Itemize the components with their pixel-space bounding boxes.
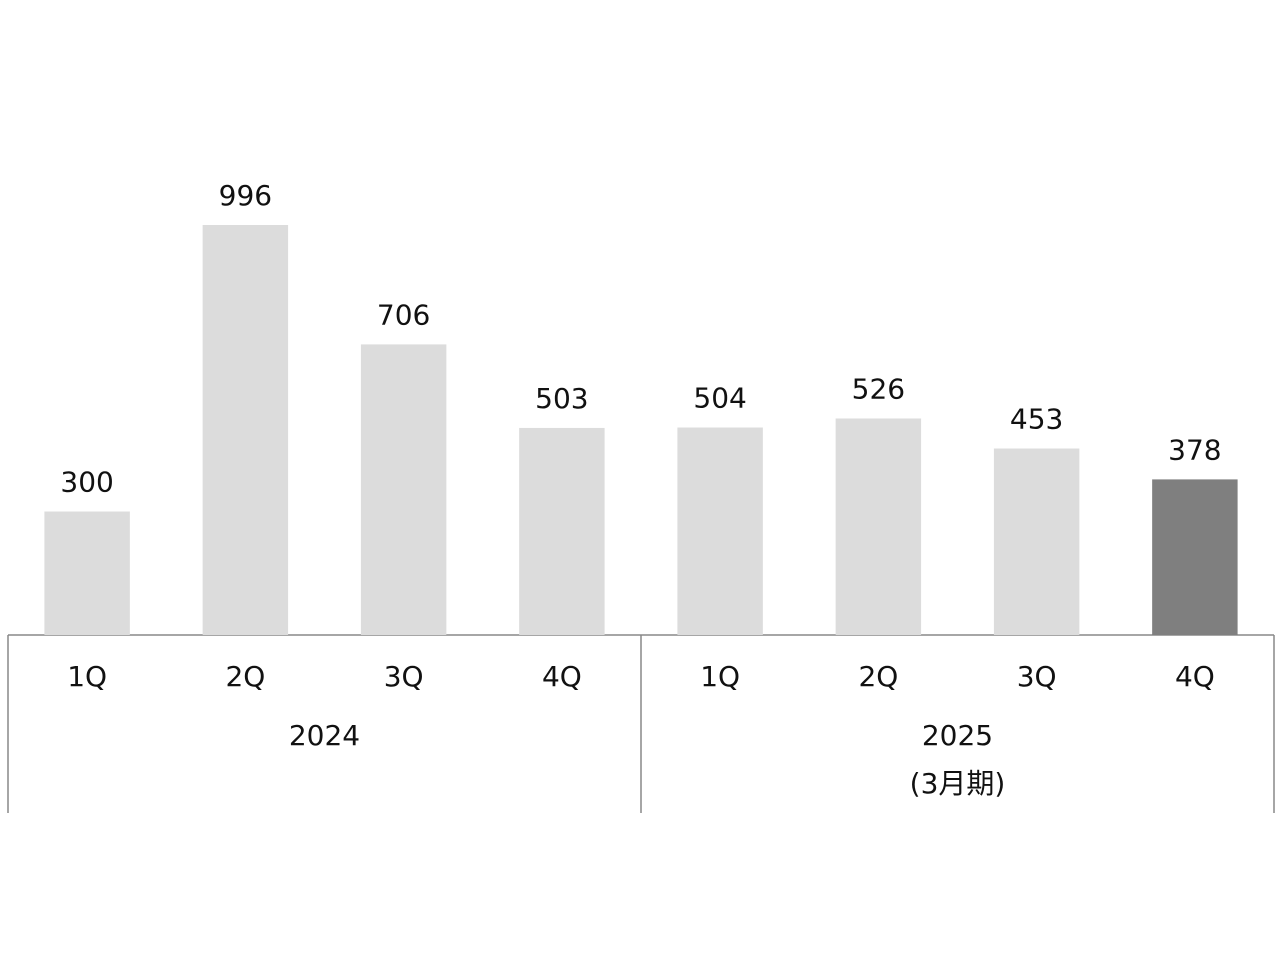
value-label: 378 <box>1168 433 1221 466</box>
bar <box>202 225 289 635</box>
bar <box>677 427 763 635</box>
group-note: (3月期) <box>910 767 1006 800</box>
value-label: 504 <box>693 382 746 415</box>
value-label: 300 <box>60 466 113 499</box>
x-tick-label: 3Q <box>384 660 424 693</box>
value-label: 503 <box>535 382 588 415</box>
group-label: 2024 <box>289 719 360 752</box>
value-label: 996 <box>219 179 272 212</box>
bar <box>1152 479 1238 635</box>
bar <box>993 448 1080 635</box>
value-label: 706 <box>377 298 430 331</box>
bar <box>44 511 130 635</box>
value-label: 526 <box>852 372 905 405</box>
bar <box>835 418 922 635</box>
x-tick-label: 2Q <box>225 660 265 693</box>
value-label: 453 <box>1010 403 1063 436</box>
x-tick-label: 1Q <box>67 660 107 693</box>
bar <box>519 427 605 635</box>
group-label: 2025 <box>922 719 993 752</box>
x-tick-label: 1Q <box>700 660 740 693</box>
x-tick-label: 4Q <box>1175 660 1215 693</box>
x-tick-label: 4Q <box>542 660 582 693</box>
bar <box>360 344 447 635</box>
x-tick-label: 2Q <box>858 660 898 693</box>
x-tick-label: 3Q <box>1017 660 1057 693</box>
